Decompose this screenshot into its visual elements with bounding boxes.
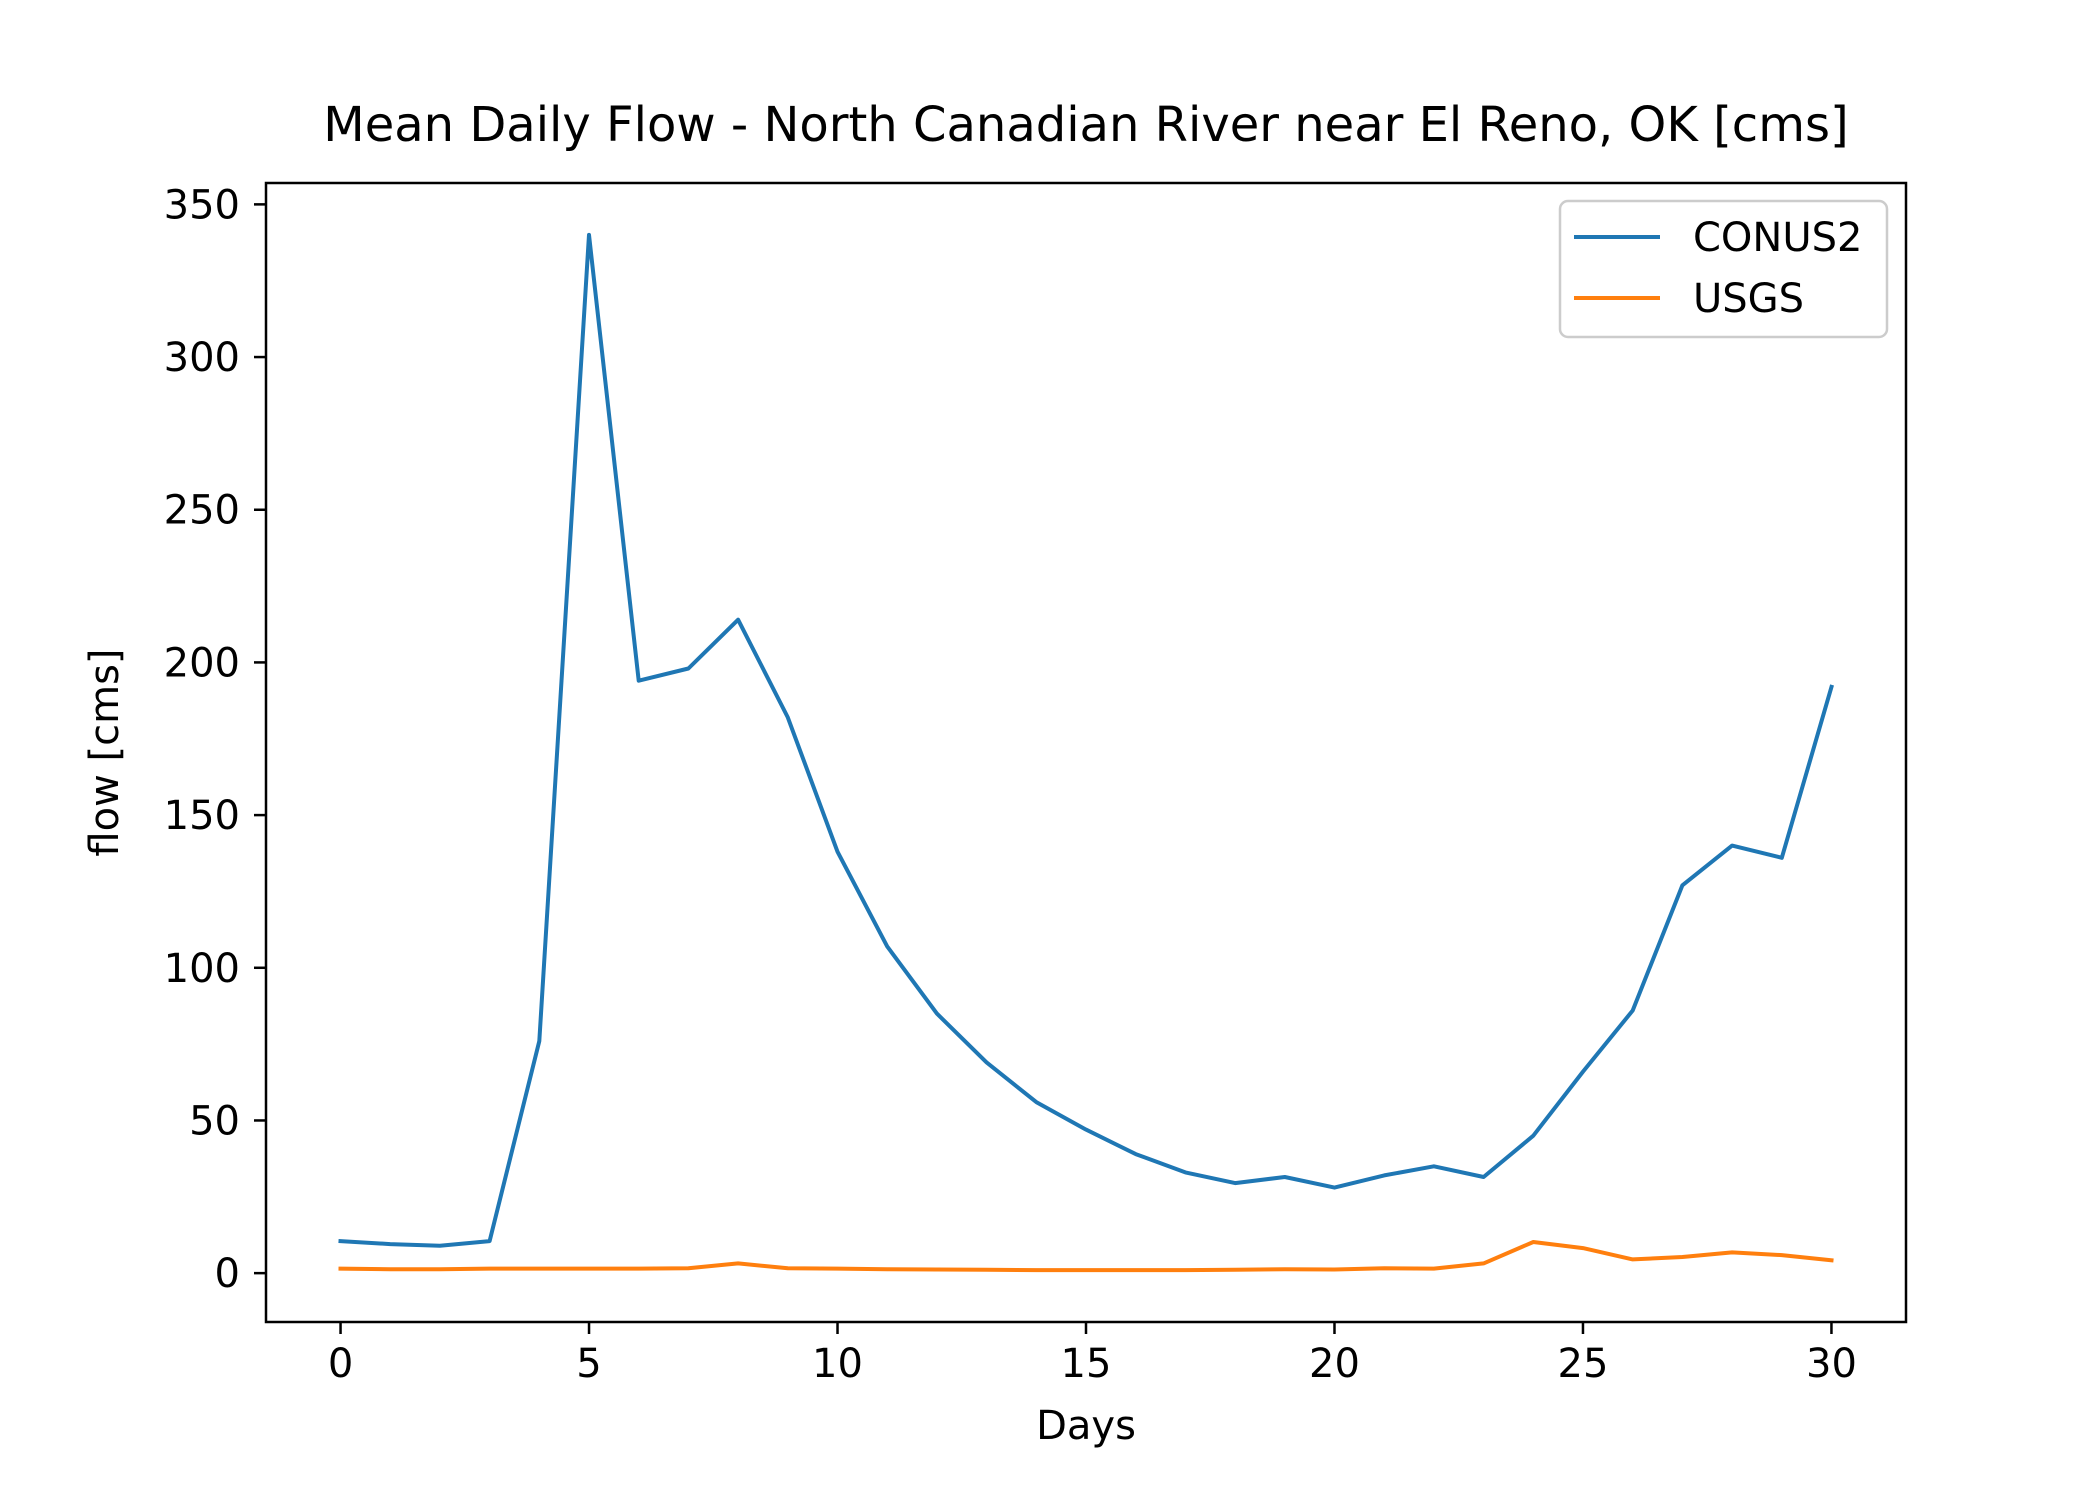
y-tick-label: 0 [215,1251,240,1297]
y-tick-label: 150 [164,793,240,839]
y-tick-label: 100 [164,946,240,992]
x-tick-label: 5 [576,1341,601,1387]
x-tick-label: 20 [1309,1341,1360,1387]
x-tick-label: 30 [1806,1341,1857,1387]
y-tick-label: 250 [164,488,240,534]
y-tick-label: 200 [164,640,240,686]
x-tick-label: 15 [1061,1341,1112,1387]
legend-label-conus2: CONUS2 [1693,215,1862,261]
x-tick-label: 25 [1558,1341,1609,1387]
x-axis: 0 5 10 15 20 25 30 [328,1322,1857,1387]
y-tick-label: 300 [164,335,240,381]
series-line-conus2 [338,232,1834,1248]
series-group [338,232,1834,1273]
x-tick-label: 0 [328,1341,353,1387]
chart-title: Mean Daily Flow - North Canadian River n… [323,97,1848,153]
legend: CONUS2 USGS [1558,199,1889,339]
legend-label-usgs: USGS [1693,276,1804,322]
y-tick-label: 350 [164,182,240,228]
x-tick-label: 10 [812,1341,863,1387]
y-tick-label: 50 [189,1098,240,1144]
y-axis-title: flow [cms] [82,648,128,856]
y-axis: 0 50 100 150 200 250 300 350 [164,182,266,1297]
series-line-usgs [338,1240,1834,1273]
x-axis-title: Days [1036,1403,1136,1449]
